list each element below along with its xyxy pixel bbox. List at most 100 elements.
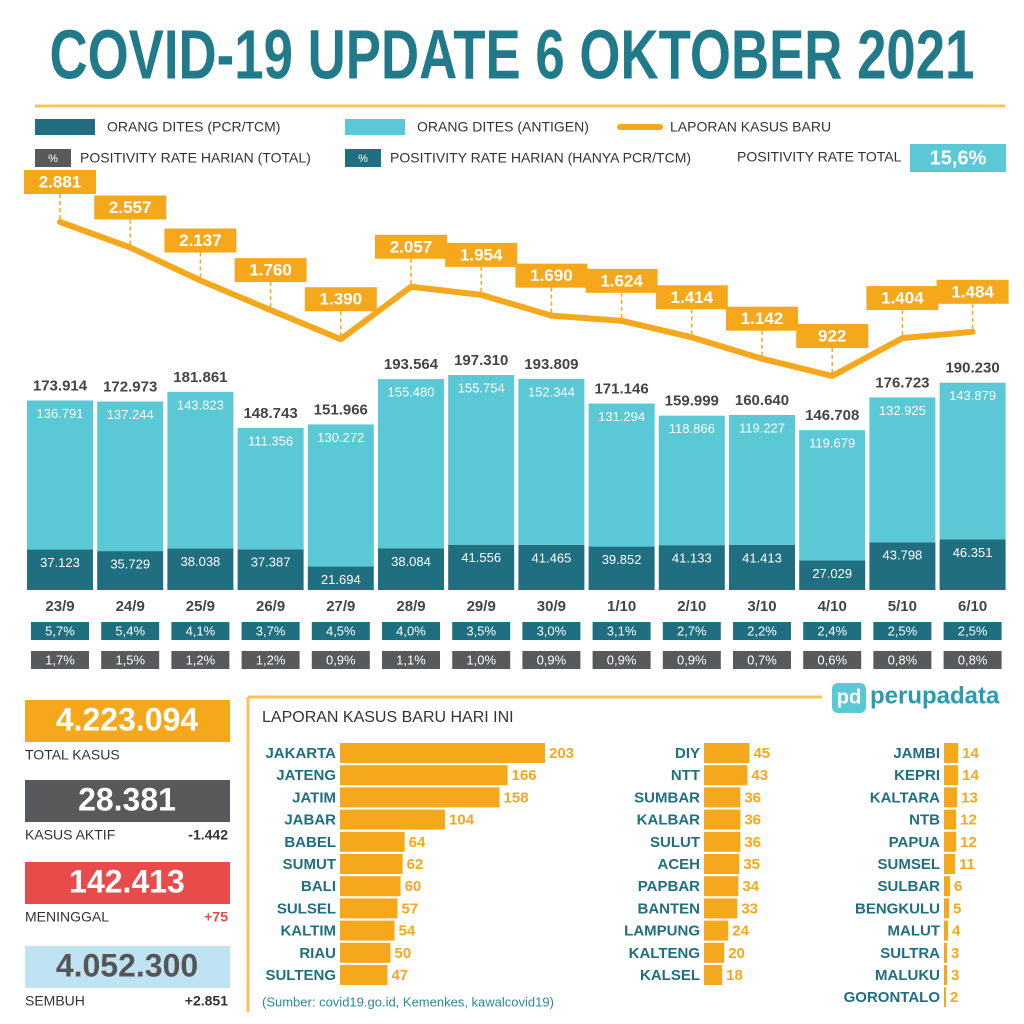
province-name: JAKARTA (265, 745, 336, 762)
bar-segment (588, 546, 655, 590)
line-value-box (866, 286, 939, 311)
province-bar (944, 831, 957, 852)
province-name: GORONTALO (844, 989, 941, 1006)
bar-value-label: 21.694 (321, 572, 361, 587)
line-value-box (655, 285, 728, 310)
bar-value-label: 152.344 (528, 384, 575, 399)
stat-label: MENINGGAL (25, 909, 109, 925)
province-name: JATENG (276, 767, 336, 784)
rate-badge (522, 622, 581, 640)
positivity-total-label: POSITIVITY RATE TOTAL (737, 149, 902, 165)
province-bar (704, 920, 729, 941)
province-bar (340, 965, 388, 985)
province-name: SUMBAR (634, 789, 700, 806)
bar-segment (799, 560, 866, 590)
bar-value-label: 37.123 (40, 555, 80, 570)
province-name: SUMSEL (877, 856, 940, 873)
rate-badge-label: 1,0% (466, 652, 496, 667)
rate-badge (662, 651, 721, 669)
x-tick-label: 23/9 (45, 598, 74, 615)
province-name: DIY (675, 745, 700, 762)
bar-segment (97, 551, 164, 590)
province-value: 12 (960, 812, 977, 829)
bar-segment (729, 414, 795, 545)
rate-badge-label: 0,9% (537, 652, 567, 667)
province-value: 6 (954, 878, 962, 895)
logo-mark: pd (837, 686, 861, 708)
province-name: JATIM (292, 789, 336, 806)
rate-badge-label: 4,0% (396, 623, 426, 638)
bar-value-label: 137.244 (107, 407, 154, 422)
province-bar (944, 987, 947, 1008)
bar-total-label: 160.640 (735, 392, 789, 409)
bar-value-label: 39.852 (602, 552, 642, 567)
stat-value: 4.052.300 (56, 947, 198, 983)
province-bar (944, 765, 959, 786)
province-bar (944, 965, 948, 985)
bar-segment (167, 391, 234, 549)
x-tick-label: 1/10 (607, 598, 636, 615)
province-name: MALUKU (875, 967, 940, 984)
rate-badge-label: 0,9% (677, 652, 707, 667)
stat-change: +2.851 (185, 993, 228, 1009)
x-tick-label: 4/10 (818, 598, 847, 615)
province-bar (704, 965, 723, 985)
line-value-box (375, 234, 447, 259)
line-value-label: 1.390 (320, 290, 363, 309)
stat-change: -1.442 (188, 827, 228, 843)
line-value-box (24, 170, 96, 194)
legend-label: POSITIVITY RATE HARIAN (TOTAL) (80, 150, 311, 166)
rate-badge-label: 0,7% (747, 652, 777, 667)
rate-badge-label: 2,4% (817, 623, 847, 638)
province-name: SULSEL (277, 900, 336, 917)
rate-badge (311, 651, 370, 669)
province-value: 12 (960, 834, 977, 851)
province-value: 62 (407, 856, 424, 873)
province-name: SULBAR (878, 878, 941, 895)
province-value: 14 (962, 745, 979, 762)
rate-badge-label: 3,5% (466, 623, 496, 638)
province-name: BABEL (284, 834, 336, 851)
province-value: 203 (549, 745, 574, 762)
province-value: 24 (732, 923, 749, 940)
bar-segment (658, 415, 725, 546)
line-value-label: 1.142 (741, 309, 784, 328)
rate-badge-label: 2,7% (677, 623, 707, 638)
bar-segment (448, 375, 515, 545)
province-bar (340, 942, 391, 963)
line-value-label: 2.057 (390, 237, 433, 256)
line-value-label: 1.414 (671, 288, 714, 307)
rate-badge-label: 1,2% (186, 652, 216, 667)
province-value: 166 (512, 767, 537, 784)
province-name: SULTRA (880, 945, 940, 962)
bar-total-label: 151.966 (314, 401, 368, 418)
bar-total-label: 181.861 (173, 369, 227, 386)
province-bar (944, 787, 958, 808)
line-value-label: 2.881 (39, 172, 82, 191)
stat-box (25, 946, 230, 988)
rate-badge (943, 622, 1002, 640)
province-bar (340, 809, 446, 830)
province-value: 35 (743, 856, 760, 873)
bar-total-label: 173.914 (33, 377, 88, 394)
rate-badge (101, 622, 160, 640)
province-value: 45 (753, 745, 770, 762)
province-bar (340, 854, 403, 874)
bar-value-label: 41.413 (742, 550, 782, 565)
bar-value-label: 130.272 (317, 430, 364, 445)
positivity-total-box (910, 144, 1006, 172)
rate-badge (873, 651, 932, 669)
province-value: 36 (744, 789, 761, 806)
bar-value-label: 143.823 (177, 397, 224, 412)
province-value: 43 (751, 767, 768, 784)
line-value-box (164, 228, 237, 253)
province-value: 54 (399, 923, 416, 940)
rate-badge-label: 4,5% (326, 623, 356, 638)
province-name: SUMUT (283, 856, 336, 873)
stat-label: KASUS AKTIF (25, 827, 115, 843)
line-value-box (796, 324, 869, 348)
bar-value-label: 155.480 (388, 385, 435, 400)
bar-segment (307, 424, 374, 567)
bar-total-label: 146.708 (805, 407, 859, 424)
line-value-box (304, 287, 377, 312)
